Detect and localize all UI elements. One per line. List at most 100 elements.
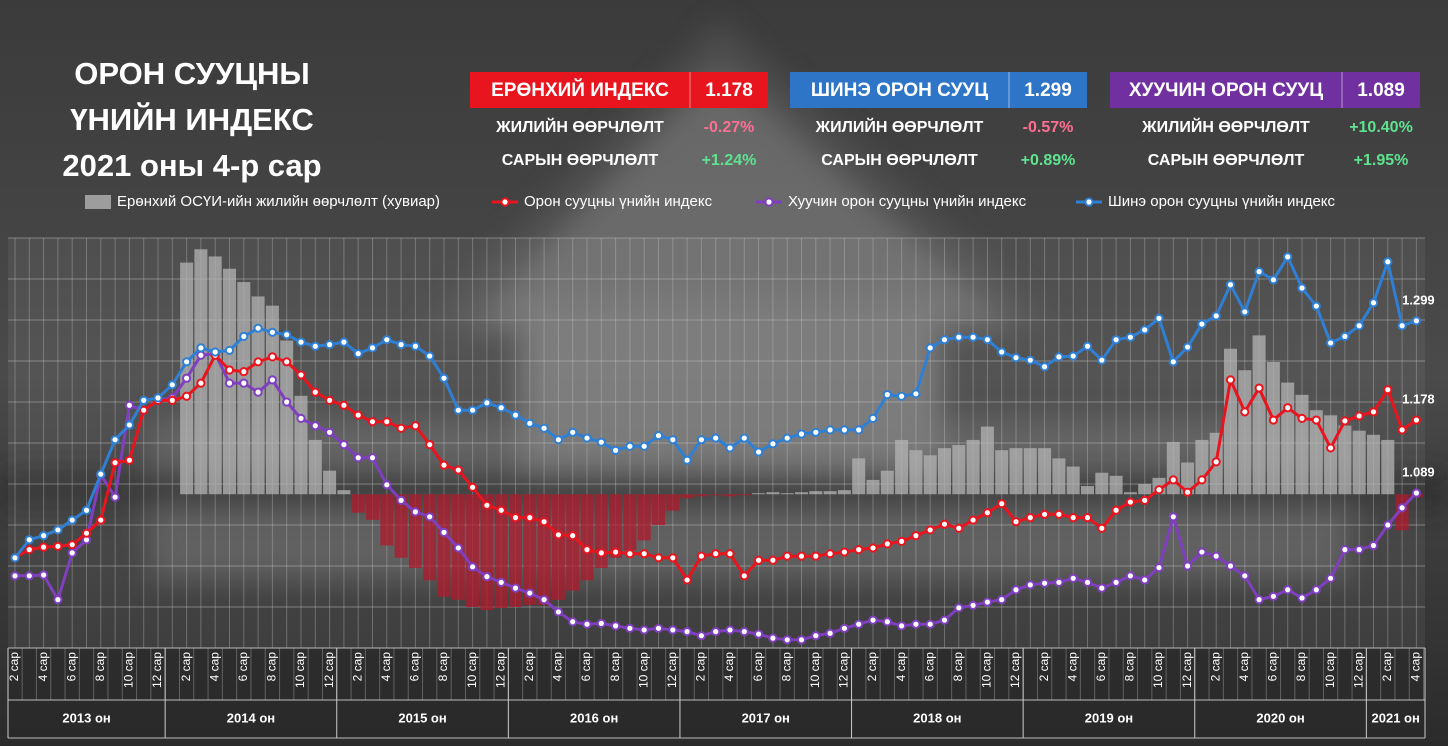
- line-marker: [1283, 585, 1293, 595]
- x-tick-label: 6 сар: [922, 652, 936, 682]
- line-marker: [811, 427, 821, 437]
- year-label: 2018 он: [913, 710, 961, 725]
- line-marker: [282, 397, 292, 407]
- line-marker: [167, 380, 177, 390]
- line-marker: [611, 445, 621, 455]
- line-marker: [1068, 513, 1078, 523]
- line-marker: [224, 365, 235, 375]
- line-marker: [1054, 509, 1064, 519]
- line-marker: [210, 347, 220, 357]
- line-marker: [611, 547, 621, 557]
- x-tick-label: 4 сар: [1237, 652, 1251, 682]
- x-tick-label: 4 сар: [551, 652, 565, 682]
- line-marker: [67, 540, 77, 550]
- line-marker: [1225, 375, 1236, 385]
- line-marker: [711, 433, 721, 443]
- line-marker: [1040, 578, 1050, 588]
- x-tick-label: 2 сар: [7, 652, 21, 682]
- line-marker: [239, 331, 249, 341]
- line-marker: [196, 378, 206, 388]
- bar: [1081, 486, 1094, 495]
- line-marker: [1340, 331, 1350, 341]
- line-marker: [982, 597, 993, 607]
- bar: [1095, 472, 1109, 495]
- x-tick-label: 8 сар: [1123, 652, 1137, 682]
- bar: [866, 479, 880, 495]
- line-marker: [1268, 591, 1279, 601]
- line-marker: [1040, 362, 1050, 372]
- title-line: ҮНИЙН ИНДЕКС: [70, 101, 314, 137]
- bar: [566, 494, 580, 591]
- line-marker: [1054, 352, 1064, 362]
- bar: [1295, 394, 1309, 495]
- line-marker: [839, 425, 850, 435]
- line-marker: [510, 583, 521, 593]
- bar: [895, 439, 909, 495]
- line-marker: [96, 469, 106, 479]
- line-marker: [682, 575, 692, 585]
- bar: [594, 494, 608, 569]
- line-marker: [182, 357, 192, 367]
- line-marker: [1082, 513, 1093, 523]
- bar: [737, 494, 751, 496]
- x-tick-label: 4 сар: [36, 652, 50, 682]
- bar: [723, 494, 737, 497]
- x-tick-label: 6 сар: [1266, 652, 1280, 682]
- x-tick-label: 6 сар: [1094, 652, 1108, 682]
- x-tick-label: 12 сар: [493, 652, 507, 688]
- line-marker: [1097, 355, 1107, 365]
- line-marker: [997, 595, 1007, 605]
- bar: [237, 282, 251, 495]
- line-marker: [196, 350, 206, 360]
- x-tick-label: 2 сар: [1380, 652, 1394, 682]
- x-axis-band: [8, 648, 1425, 738]
- line-marker: [1397, 425, 1407, 435]
- bar: [995, 450, 1009, 495]
- line-marker: [911, 619, 921, 629]
- line-marker: [954, 332, 964, 342]
- line-marker: [24, 535, 34, 545]
- bar: [752, 493, 766, 495]
- bar: [1138, 484, 1152, 495]
- line-marker: [224, 345, 235, 355]
- x-tick-label: 4 сар: [1065, 652, 1079, 682]
- line-marker: [139, 405, 149, 415]
- line-marker: [1397, 503, 1407, 513]
- line-marker: [1025, 513, 1035, 523]
- end-value-label: 1.299: [1402, 292, 1435, 307]
- line-marker: [768, 555, 778, 565]
- line-marker: [239, 378, 249, 388]
- title: ОРОН СУУЦНЫ ҮНИЙН ИНДЕКС 2021 оны 4-р са…: [62, 56, 321, 183]
- x-tick-label: 4 сар: [722, 652, 736, 682]
- line-marker: [739, 571, 749, 581]
- line-marker: [997, 347, 1007, 357]
- line-marker: [439, 373, 449, 383]
- x-tick-label: 10 сар: [1323, 652, 1337, 688]
- line-marker: [782, 635, 792, 645]
- x-tick-label: 8 сар: [93, 652, 107, 682]
- line-marker: [868, 615, 878, 625]
- line-marker: [1082, 341, 1093, 351]
- line-marker: [139, 395, 149, 405]
- bar: [1009, 448, 1023, 495]
- line-marker: [510, 513, 521, 523]
- x-tick-label: 2 сар: [694, 652, 708, 682]
- line-marker: [653, 553, 664, 563]
- line-marker: [1111, 505, 1121, 515]
- x-tick-label: 12 сар: [1351, 652, 1365, 688]
- line-marker: [453, 543, 463, 553]
- line-marker: [396, 423, 406, 433]
- card-box: [1110, 72, 1420, 108]
- line-marker: [296, 370, 306, 380]
- x-tick-label: 12 сар: [322, 652, 336, 688]
- bar: [680, 494, 694, 499]
- x-tick-label: 8 сар: [608, 652, 622, 682]
- line-marker: [939, 335, 950, 345]
- line-marker: [1125, 497, 1136, 507]
- bar: [1338, 425, 1352, 495]
- line-marker: [67, 548, 77, 558]
- year-label: 2017 он: [742, 710, 790, 725]
- line-marker: [639, 441, 649, 451]
- card-row-label: ЖИЛИЙН ӨӨРЧЛӨЛТ: [1141, 117, 1310, 136]
- line-marker: [1111, 577, 1121, 588]
